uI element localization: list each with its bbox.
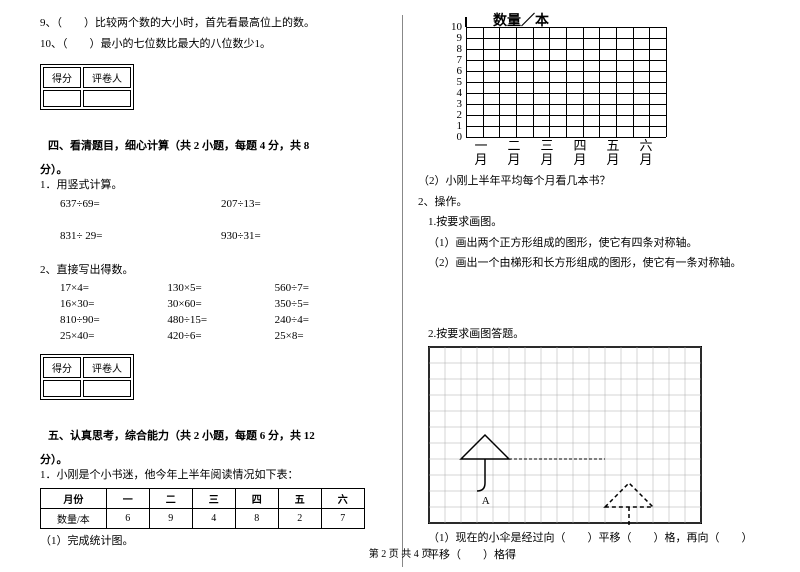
page-footer: 第 2 页 共 4 页 (0, 545, 800, 560)
section-5-title: 五、认真思考，综合能力（共 2 小题，每题 6 分，共 12 (48, 430, 315, 442)
calc-item: 930÷31= (221, 230, 382, 242)
calc-item: 25×8= (275, 330, 382, 342)
score-box-5: 得分评卷人 (40, 354, 134, 400)
bar-chart: 数量／本 109876543210 一月二月三月四月五月六月 (438, 15, 678, 165)
q5-2-2: 2.按要求画图答题。 (428, 326, 760, 343)
q5-1-label: 1．小刚是个小书迷，他今年上半年阅读情况如下表： (40, 467, 382, 484)
calc-item: 17×4= (60, 282, 167, 294)
q5-2: 2、操作。 (418, 194, 760, 211)
calc-item: 560÷7= (275, 282, 382, 294)
q5-2-1b: （2）画出一个由梯形和长方形组成的图形，使它有一条对称轴。 (428, 255, 760, 272)
question-10: 10、（ ）最小的七位数比最大的八位数少1。 (40, 36, 382, 53)
calc-item: 240÷4= (275, 314, 382, 326)
calc-item: 130×5= (167, 282, 274, 294)
section-5-suffix: 分）。 (40, 454, 68, 466)
umbrella-grid: A (428, 346, 708, 526)
section-4-title: 四、看清题目，细心计算（共 2 小题，每题 4 分，共 8 (48, 140, 309, 152)
calc-item: 350÷5= (275, 298, 382, 310)
section-4-suffix: 分）。 (40, 164, 68, 176)
q5-2-1a: （1）画出两个正方形组成的图形，使它有四条对称轴。 (428, 235, 760, 252)
score-box-4: 得分评卷人 (40, 64, 134, 110)
calc-item: 480÷15= (167, 314, 274, 326)
q4-1-label: 1．用竖式计算。 (40, 177, 382, 194)
reading-table: 月份一二三四五六 数量/本694827 (40, 488, 365, 529)
calc-item: 831÷ 29= (60, 230, 221, 242)
q5-2-1: 1.按要求画图。 (428, 214, 760, 231)
calc-item: 810÷90= (60, 314, 167, 326)
question-9: 9、（ ）比较两个数的大小时，首先看最高位上的数。 (40, 15, 382, 32)
calc-item: 207÷13= (221, 198, 382, 210)
calc-item: 25×40= (60, 330, 167, 342)
calc-item: 30×60= (167, 298, 274, 310)
q4-2-label: 2、直接写出得数。 (40, 262, 382, 279)
calc-item: 16×30= (60, 298, 167, 310)
svg-text:A: A (482, 495, 490, 507)
q5-1-2: （2）小刚上半年平均每个月看几本书？ (418, 173, 760, 190)
calc-item: 637÷69= (60, 198, 221, 210)
calc-item: 420÷6= (167, 330, 274, 342)
